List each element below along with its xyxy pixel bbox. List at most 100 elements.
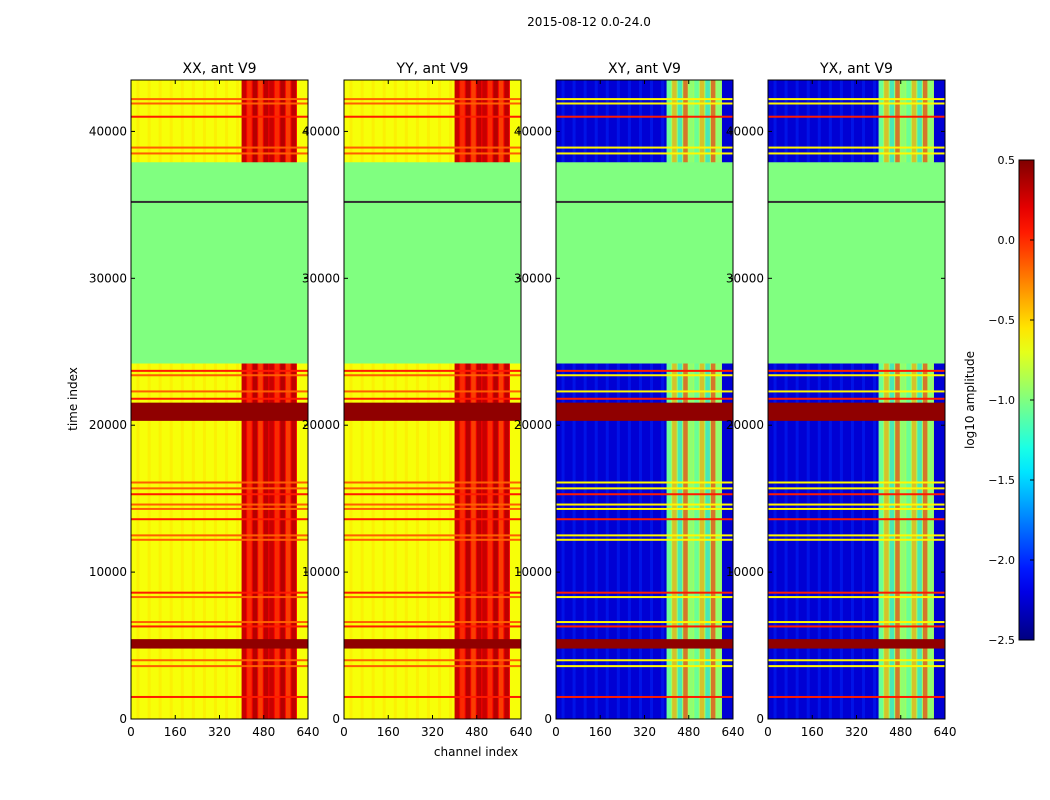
rfi-row — [768, 390, 945, 393]
y-tick-label: 40000 — [302, 124, 340, 138]
rfi-row — [556, 665, 733, 668]
x-tick-label: 0 — [764, 725, 772, 739]
rfi-row — [131, 146, 308, 149]
strong-row — [768, 407, 945, 413]
x-tick-label: 640 — [722, 725, 745, 739]
x-tick-label: 0 — [552, 725, 560, 739]
y-tick-label: 20000 — [89, 418, 127, 432]
rfi-row — [768, 493, 945, 496]
strong-row — [556, 643, 733, 649]
colorbar: 0.5 0.0 −0.5 −1.0 −1.5 −2.0 −2.5 log10 amplitud… — [963, 154, 1035, 647]
rfi-row — [344, 369, 521, 372]
x-tick-label: 160 — [589, 725, 612, 739]
y-tick-label: 0 — [544, 712, 552, 726]
rfi-row — [768, 146, 945, 149]
strong-row — [768, 402, 945, 408]
x-tick-label: 480 — [889, 725, 912, 739]
strong-row — [131, 411, 308, 417]
rfi-row — [768, 518, 945, 521]
strong-row — [556, 639, 733, 645]
rfi-row — [768, 503, 945, 506]
strong-row — [344, 402, 521, 408]
strong-row — [131, 643, 308, 649]
rfi-row — [344, 591, 521, 594]
rfi-row — [344, 487, 521, 490]
y-tick-label: 0 — [119, 712, 127, 726]
strong-row — [556, 411, 733, 417]
rfi-row — [344, 397, 521, 400]
rfi-row — [344, 481, 521, 484]
flagged-block — [131, 201, 308, 364]
rfi-row — [768, 591, 945, 594]
colorbar-tick-label: −1.5 — [988, 474, 1015, 487]
rfi-row — [344, 665, 521, 668]
y-tick-label: 30000 — [89, 271, 127, 285]
rfi-row — [344, 625, 521, 628]
rfi-row — [556, 98, 733, 101]
flagged-block — [556, 201, 733, 364]
rfi-row — [344, 102, 521, 105]
rfi-row — [131, 518, 308, 521]
colorbar-tick-label: −2.0 — [988, 554, 1015, 567]
rfi-row — [768, 596, 945, 599]
x-tick-label: 480 — [465, 725, 488, 739]
x-tick-label: 640 — [934, 725, 957, 739]
rfi-row — [556, 487, 733, 490]
rfi-row — [556, 374, 733, 377]
flagged-block — [768, 201, 945, 364]
rfi-row — [768, 538, 945, 541]
rfi-row — [131, 390, 308, 393]
rfi-row — [556, 621, 733, 624]
rfi-row — [556, 507, 733, 510]
y-tick-label: 10000 — [726, 565, 764, 579]
rfi-row — [344, 621, 521, 624]
x-tick-label: 0 — [340, 725, 348, 739]
gap-block — [344, 162, 521, 202]
rfi-row — [131, 98, 308, 101]
rfi-row — [131, 369, 308, 372]
x-tick-label: 640 — [297, 725, 320, 739]
rfi-row — [556, 518, 733, 521]
strong-row — [768, 411, 945, 417]
gap-block — [556, 162, 733, 202]
rfi-row — [131, 665, 308, 668]
colorbar-label: log10 amplitude — [963, 351, 977, 449]
rfi-row — [131, 695, 308, 698]
rfi-row — [768, 695, 945, 698]
rfi-row — [556, 591, 733, 594]
strong-row — [556, 407, 733, 413]
rfi-row — [131, 507, 308, 510]
rfi-row — [131, 481, 308, 484]
strong-row — [131, 415, 308, 421]
y-tick-label: 40000 — [89, 124, 127, 138]
rfi-row — [344, 596, 521, 599]
rfi-row — [131, 493, 308, 496]
y-tick-label: 10000 — [89, 565, 127, 579]
block-separator — [768, 200, 945, 203]
panel-title: XY, ant V9 — [608, 61, 681, 77]
strong-row — [131, 639, 308, 645]
rfi-row — [768, 481, 945, 484]
rfi-row — [344, 374, 521, 377]
rfi-row — [344, 518, 521, 521]
colorbar-tick-label: 0.0 — [998, 234, 1016, 247]
rfi-row — [131, 538, 308, 541]
rfi-row — [556, 538, 733, 541]
rfi-row — [768, 115, 945, 118]
strong-row — [556, 415, 733, 421]
rfi-row — [344, 538, 521, 541]
y-tick-label: 20000 — [302, 418, 340, 432]
panel-0: XX, ant V9 0 160 320 480 640 0 10000 20000 30000 4… — [89, 61, 320, 739]
rfi-row — [556, 390, 733, 393]
rfi-row — [556, 115, 733, 118]
colorbar-tick-label: −2.5 — [988, 634, 1015, 647]
rfi-row — [768, 621, 945, 624]
rfi-row — [344, 534, 521, 537]
rfi-row — [131, 534, 308, 537]
rfi-row — [556, 146, 733, 149]
panel-1: YY, ant V9 0 160 320 480 640 0 10000 20000 30000 4… — [302, 61, 533, 739]
panel-title: YY, ant V9 — [396, 61, 469, 77]
rfi-row — [131, 596, 308, 599]
rfi-row — [556, 534, 733, 537]
